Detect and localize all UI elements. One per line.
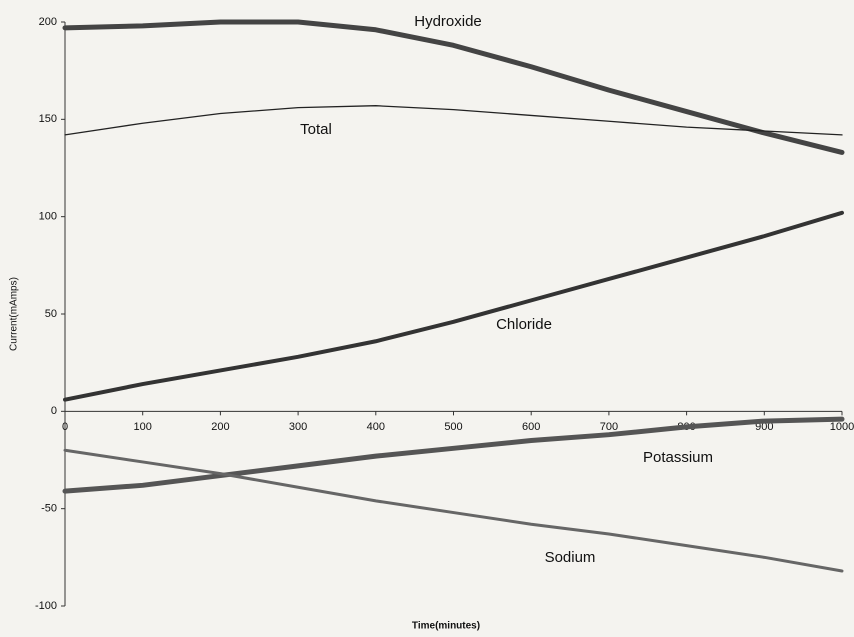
x-tick-label: 900 xyxy=(755,421,773,433)
series-label: Chloride xyxy=(496,316,552,333)
x-tick-label: 100 xyxy=(134,421,152,433)
series-line xyxy=(62,19,845,155)
x-tick-label: 300 xyxy=(289,421,307,433)
series-line xyxy=(62,416,845,494)
series-line xyxy=(63,210,844,402)
y-tick-label: 0 xyxy=(51,405,57,417)
series-label: Hydroxide xyxy=(414,13,482,30)
y-axis-label: Current(mAmps) xyxy=(9,277,20,351)
x-tick-label: 1000 xyxy=(830,421,854,433)
series-label: Potassium xyxy=(643,449,713,466)
series-line xyxy=(64,105,843,136)
x-tick-label: 0 xyxy=(62,421,68,433)
x-tick-label: 200 xyxy=(211,421,229,433)
series-label: Total xyxy=(300,121,332,138)
y-tick-label: 200 xyxy=(39,16,57,28)
y-tick-label: -50 xyxy=(41,503,57,515)
x-tick-label: 500 xyxy=(444,421,462,433)
series-label: Sodium xyxy=(545,549,596,566)
y-tick-label: 100 xyxy=(39,211,57,223)
y-tick-label: 150 xyxy=(39,113,57,125)
x-axis-label: Time(minutes) xyxy=(412,621,480,632)
y-tick-label: 50 xyxy=(45,308,57,320)
x-tick-label: 400 xyxy=(367,421,385,433)
x-tick-label: 600 xyxy=(522,421,540,433)
y-tick-label: -100 xyxy=(35,600,57,612)
x-tick-label: 700 xyxy=(600,421,618,433)
series-line xyxy=(63,448,844,573)
